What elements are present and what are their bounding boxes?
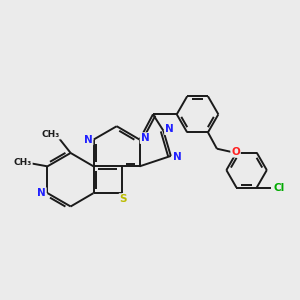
Text: Cl: Cl bbox=[274, 183, 285, 193]
Text: N: N bbox=[37, 188, 46, 198]
Text: CH₃: CH₃ bbox=[14, 158, 32, 167]
Text: N: N bbox=[165, 124, 174, 134]
Text: S: S bbox=[119, 194, 127, 204]
Text: N: N bbox=[173, 152, 182, 162]
Text: CH₃: CH₃ bbox=[42, 130, 60, 139]
Text: N: N bbox=[84, 135, 93, 145]
Text: O: O bbox=[231, 147, 240, 157]
Text: N: N bbox=[141, 133, 149, 143]
